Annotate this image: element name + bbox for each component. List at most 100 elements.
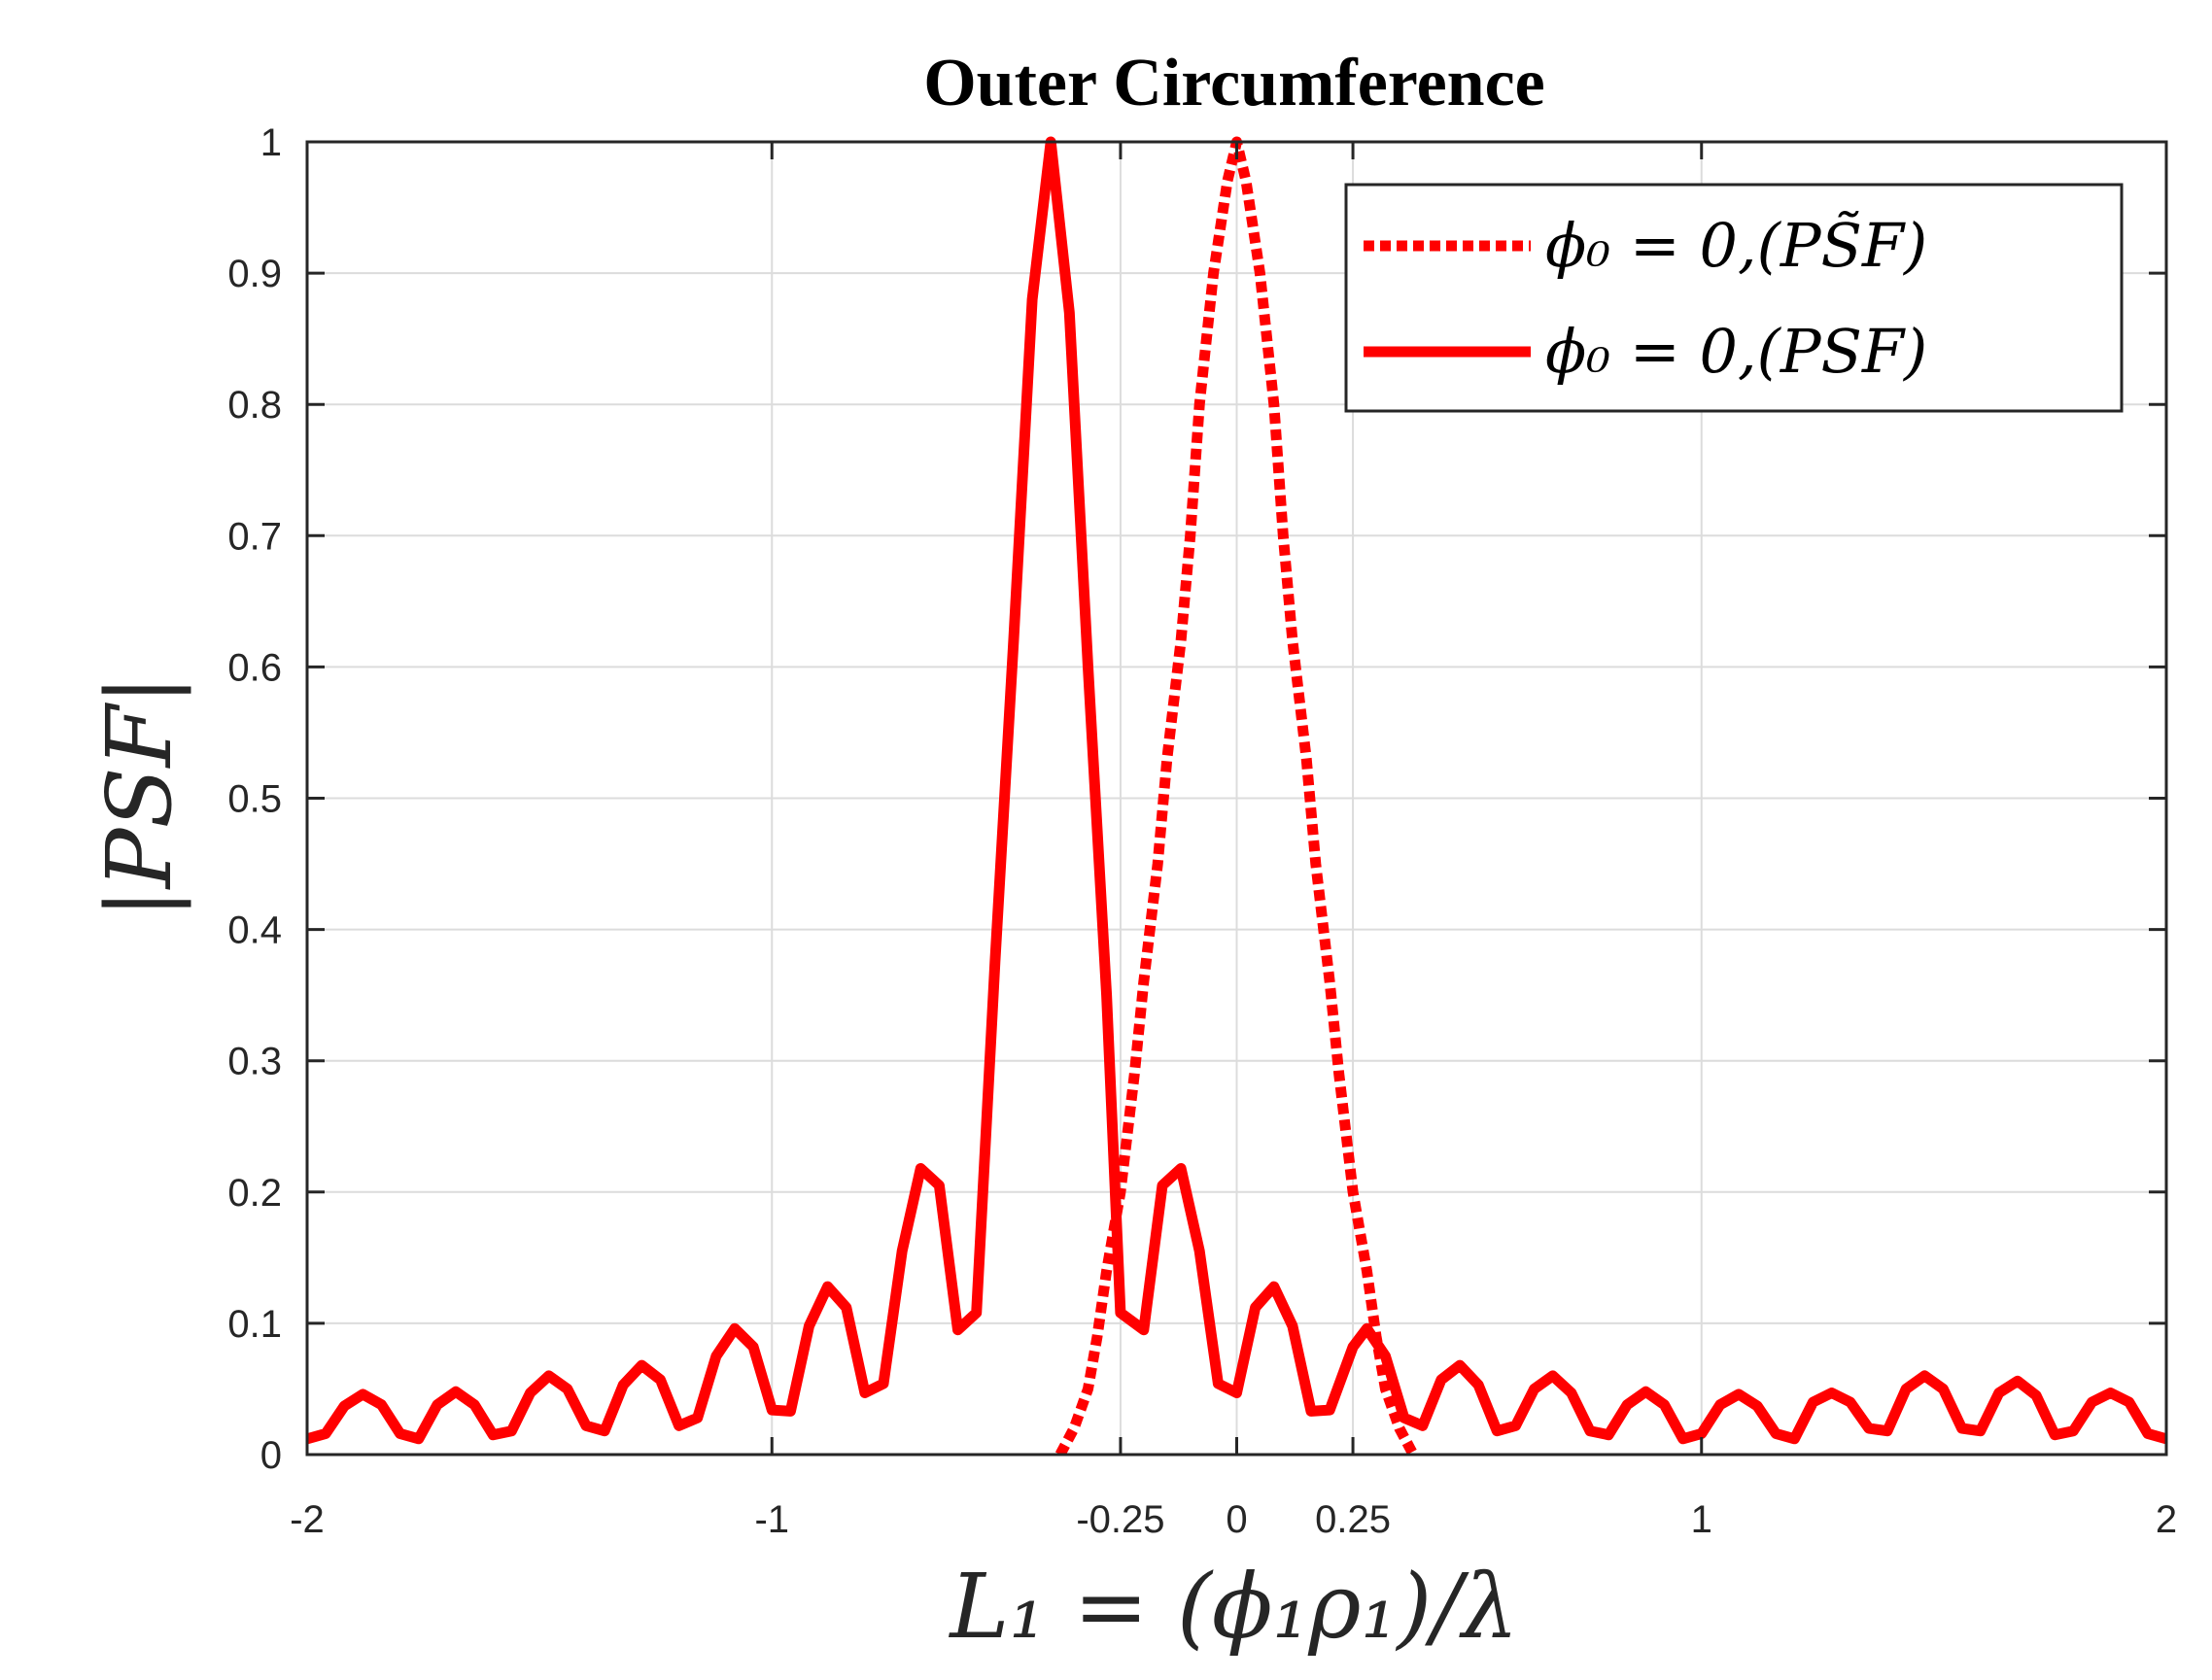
data-point-series-1: [994, 962, 995, 963]
data-point-series-1: [1813, 1401, 1814, 1402]
y-tick-label: 0.7: [227, 515, 282, 558]
data-point-series-1: [1701, 1433, 1702, 1434]
data-point-series-1: [1310, 1411, 1311, 1412]
data-point-series-0: [1246, 181, 1247, 182]
data-point-series-1: [939, 1184, 940, 1185]
data-point-series-1: [1497, 1430, 1498, 1431]
data-point-series-1: [1422, 1425, 1423, 1426]
data-point-series-1: [1236, 1392, 1237, 1393]
data-point-series-0: [1338, 1074, 1339, 1075]
x-axis-label: L₁ = (ϕ₁ρ₁)/λ: [948, 1555, 1518, 1659]
x-tick-label: 0: [1226, 1498, 1247, 1541]
data-point-series-1: [1682, 1438, 1683, 1439]
data-point-series-1: [1589, 1430, 1590, 1431]
legend: ϕ₀ = 0,(PS̃F) ϕ₀ = 0,(PSF): [1344, 183, 2124, 413]
data-point-series-0: [1074, 1427, 1075, 1428]
data-point-series-0: [1399, 1427, 1400, 1428]
data-point-series-1: [734, 1328, 735, 1329]
data-point-series-1: [1961, 1427, 1962, 1428]
data-point-series-1: [2055, 1434, 2056, 1435]
y-tick-label: 0.8: [227, 384, 282, 427]
data-point-series-0: [1096, 1336, 1097, 1337]
data-point-series-1: [1515, 1425, 1516, 1426]
data-point-series-1: [1143, 1329, 1144, 1330]
data-point-series-1: [530, 1392, 531, 1393]
data-point-series-1: [1181, 1168, 1182, 1169]
data-point-series-1: [1013, 640, 1014, 641]
x-tick-label: -1: [754, 1498, 789, 1541]
y-tick-label: 0.5: [227, 778, 282, 821]
data-point-series-0: [1330, 981, 1331, 982]
data-point-series-1: [790, 1411, 791, 1412]
data-point-series-1: [2036, 1395, 2037, 1396]
data-point-series-1: [846, 1307, 847, 1308]
data-point-series-1: [1106, 995, 1107, 996]
series-line-psf: [307, 136, 2166, 1445]
data-point-series-1: [326, 1433, 327, 1434]
data-point-series-1: [1794, 1438, 1795, 1439]
data-point-series-1: [864, 1392, 865, 1393]
y-tick-label: 1: [260, 121, 282, 164]
data-point-series-1: [1849, 1401, 1850, 1402]
data-point-series-1: [1385, 1355, 1386, 1356]
data-point-series-0: [1190, 535, 1191, 536]
data-point-series-1: [1255, 1307, 1256, 1308]
data-point-series-1: [697, 1418, 698, 1419]
data-point-series-1: [2017, 1381, 2018, 1382]
data-point-series-0: [1292, 640, 1293, 641]
x-tick-label: 0.25: [1315, 1498, 1391, 1541]
data-point-series-1: [1273, 1286, 1274, 1287]
data-point-series-1: [1403, 1418, 1404, 1419]
data-point-series-1: [1292, 1325, 1293, 1326]
data-point-series-0: [1283, 535, 1284, 536]
y-tick-label: 0.4: [227, 909, 282, 952]
data-point-series-1: [660, 1379, 661, 1380]
data-point-series-0: [1106, 1270, 1107, 1271]
chart-title: Outer Circumference: [923, 46, 1545, 120]
data-point-series-1: [399, 1433, 400, 1434]
y-tick-label: 0.9: [227, 253, 282, 295]
x-tick-label: 2: [2156, 1498, 2177, 1541]
data-point-series-0: [1181, 640, 1182, 641]
data-point-series-1: [455, 1391, 456, 1392]
data-point-series-1: [1120, 1313, 1121, 1314]
legend-label-psf-tilde: ϕ₀ = 0,(PS̃F): [1545, 210, 1927, 281]
data-point-series-1: [2128, 1401, 2129, 1402]
data-point-series-1: [641, 1365, 642, 1366]
legend-label-psf: ϕ₀ = 0,(PSF): [1545, 316, 1927, 387]
data-point-series-1: [1088, 667, 1089, 668]
data-point-series-1: [1161, 1184, 1162, 1185]
data-point-series-0: [1366, 1270, 1367, 1271]
data-point-series-1: [474, 1404, 475, 1405]
x-tick-label: -2: [290, 1498, 325, 1541]
data-point-series-1: [1645, 1391, 1646, 1392]
data-point-series-0: [1143, 981, 1144, 982]
data-point-series-1: [623, 1385, 624, 1386]
data-point-series-1: [1032, 299, 1033, 300]
data-point-series-1: [2073, 1430, 2074, 1431]
data-point-series-1: [1831, 1392, 1832, 1393]
data-point-series-1: [2091, 1401, 2092, 1402]
data-point-series-1: [1719, 1404, 1720, 1405]
data-point-series-1: [344, 1405, 345, 1406]
data-point-series-0: [1166, 758, 1167, 759]
data-point-series-1: [1924, 1375, 1925, 1376]
data-point-series-1: [1738, 1393, 1739, 1394]
data-point-series-1: [1552, 1375, 1553, 1376]
data-point-series-1: [1886, 1430, 1887, 1431]
data-point-series-1: [753, 1347, 754, 1348]
data-point-series-1: [1460, 1365, 1461, 1366]
data-point-series-1: [2147, 1433, 2148, 1434]
data-point-series-1: [1980, 1430, 1981, 1431]
data-point-series-1: [1627, 1404, 1628, 1405]
y-axis-label: |PSF|: [87, 675, 191, 919]
data-point-series-0: [1315, 863, 1316, 864]
data-point-series-1: [1757, 1405, 1758, 1406]
data-point-series-1: [1998, 1392, 1999, 1393]
data-point-series-0: [1134, 1074, 1135, 1075]
data-point-series-1: [809, 1325, 810, 1326]
data-point-series-0: [1306, 758, 1307, 759]
data-point-series-0: [1273, 404, 1274, 405]
data-point-series-1: [1218, 1383, 1219, 1384]
